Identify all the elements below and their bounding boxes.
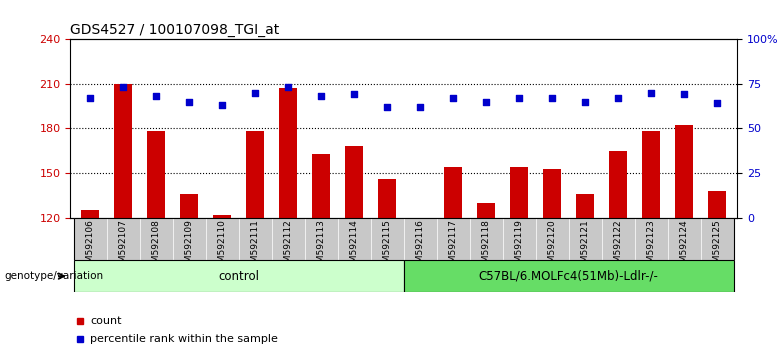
Text: GSM592113: GSM592113: [317, 219, 325, 274]
Text: control: control: [218, 270, 259, 282]
Point: [150, 93, 162, 99]
Point: [282, 84, 294, 90]
Bar: [370, 218, 403, 260]
Text: GSM592122: GSM592122: [614, 219, 622, 274]
Bar: [437, 218, 470, 260]
Bar: [81, 210, 99, 218]
Bar: [279, 88, 297, 218]
Text: percentile rank within the sample: percentile rank within the sample: [90, 334, 278, 344]
Bar: [477, 203, 495, 218]
Text: GSM592112: GSM592112: [284, 219, 292, 274]
Bar: [271, 218, 305, 260]
Bar: [338, 218, 370, 260]
Point: [216, 102, 229, 108]
Bar: [510, 167, 528, 218]
Text: GSM592109: GSM592109: [185, 219, 193, 274]
Point: [183, 99, 195, 104]
Point: [414, 104, 427, 110]
Bar: [403, 260, 734, 292]
Point: [546, 95, 558, 101]
Text: GSM592124: GSM592124: [680, 219, 689, 274]
Bar: [470, 218, 502, 260]
Point: [612, 95, 625, 101]
Text: GSM592114: GSM592114: [349, 219, 359, 274]
Bar: [700, 218, 734, 260]
Bar: [378, 179, 396, 218]
Bar: [180, 194, 198, 218]
Text: GSM592111: GSM592111: [250, 219, 260, 274]
Point: [645, 90, 658, 96]
Bar: [576, 194, 594, 218]
Point: [83, 95, 96, 101]
Text: genotype/variation: genotype/variation: [4, 271, 103, 281]
Bar: [172, 218, 206, 260]
Bar: [444, 167, 463, 218]
Point: [249, 90, 261, 96]
Bar: [601, 218, 635, 260]
Bar: [114, 84, 132, 218]
Text: GSM592116: GSM592116: [416, 219, 424, 274]
Text: GSM592118: GSM592118: [482, 219, 491, 274]
Bar: [107, 218, 140, 260]
Text: GSM592121: GSM592121: [581, 219, 590, 274]
Bar: [73, 260, 403, 292]
Bar: [403, 218, 437, 260]
Point: [315, 93, 328, 99]
Bar: [305, 218, 338, 260]
Bar: [147, 131, 165, 218]
Point: [579, 99, 591, 104]
Text: GSM592115: GSM592115: [383, 219, 392, 274]
Text: GSM592110: GSM592110: [218, 219, 226, 274]
Bar: [642, 131, 661, 218]
Text: GSM592107: GSM592107: [119, 219, 127, 274]
Text: GSM592123: GSM592123: [647, 219, 656, 274]
Text: GDS4527 / 100107098_TGI_at: GDS4527 / 100107098_TGI_at: [70, 23, 279, 36]
Bar: [543, 169, 562, 218]
Point: [513, 95, 526, 101]
Text: count: count: [90, 316, 122, 326]
Bar: [569, 218, 601, 260]
Point: [447, 95, 459, 101]
Bar: [213, 215, 231, 218]
Bar: [312, 154, 330, 218]
Text: C57BL/6.MOLFc4(51Mb)-Ldlr-/-: C57BL/6.MOLFc4(51Mb)-Ldlr-/-: [479, 270, 658, 282]
Point: [711, 101, 724, 106]
Text: GSM592120: GSM592120: [548, 219, 557, 274]
Text: GSM592106: GSM592106: [86, 219, 94, 274]
Bar: [502, 218, 536, 260]
Bar: [635, 218, 668, 260]
Point: [381, 104, 393, 110]
Text: GSM592117: GSM592117: [448, 219, 458, 274]
Point: [348, 92, 360, 97]
Bar: [246, 131, 264, 218]
Bar: [140, 218, 172, 260]
Bar: [675, 125, 693, 218]
Text: GSM592108: GSM592108: [151, 219, 161, 274]
Bar: [668, 218, 700, 260]
Point: [678, 92, 690, 97]
Bar: [239, 218, 271, 260]
Bar: [73, 218, 107, 260]
Bar: [206, 218, 239, 260]
Bar: [345, 146, 363, 218]
Bar: [536, 218, 569, 260]
Bar: [708, 191, 726, 218]
Bar: [609, 151, 627, 218]
Text: GSM592119: GSM592119: [515, 219, 523, 274]
Text: GSM592125: GSM592125: [713, 219, 722, 274]
Point: [480, 99, 492, 104]
Point: [117, 84, 129, 90]
